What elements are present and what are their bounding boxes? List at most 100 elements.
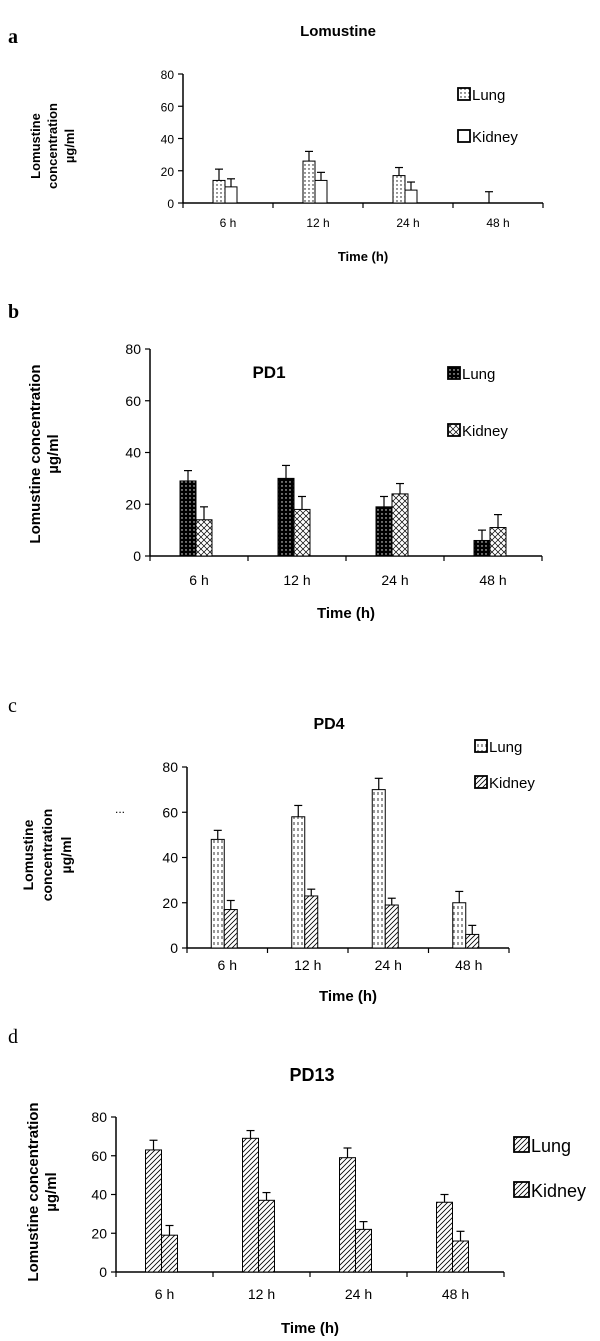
panel-b-plot: PD1 0 20 40 60 80 6 h 12 h 24 h 48 h Time (h) Lomus… — [27, 341, 543, 622]
bar-lung — [145, 1149, 162, 1273]
panel-a-plot: Lomustine 0 20 40 60 80 6 h 12 h 24 h 48 h Time (h… — [28, 23, 544, 264]
legend-swatch — [457, 87, 471, 101]
bar-lung — [302, 160, 316, 204]
legend-swatch — [513, 1181, 530, 1198]
bar-kidney — [384, 904, 399, 949]
x-tick-label: 6 h — [155, 1286, 174, 1302]
x-tick-label: 24 h — [375, 957, 402, 973]
y-tick-label: 20 — [161, 165, 175, 179]
x-axis-label: Time (h) — [338, 249, 388, 264]
legend-swatch — [474, 739, 488, 753]
bar-kidney — [293, 508, 311, 557]
y-tick-label: 40 — [161, 133, 175, 147]
bar-lung — [371, 789, 386, 949]
y-tick-label: 40 — [91, 1187, 107, 1203]
x-tick-label: 48 h — [442, 1286, 469, 1302]
y-tick-label: 80 — [91, 1109, 107, 1125]
y-axis-label: Lomustine concentration — [27, 364, 44, 543]
bar-lung — [291, 816, 306, 949]
bar-lung — [277, 477, 295, 557]
y-tick-label: 20 — [162, 895, 178, 911]
panel-d-plot: PD13 0 20 40 60 80 6 h 12 h 24 h 48 h Time (h) Lomu… — [25, 1065, 586, 1337]
y-axis-label: Lomustine concentration — [25, 1102, 42, 1281]
legend-swatch — [457, 129, 471, 143]
x-tick-label: 6 h — [220, 216, 237, 230]
legend-label: Kidney — [472, 129, 518, 146]
bar-kidney — [161, 1234, 178, 1273]
bar-lung — [339, 1157, 356, 1273]
bar-kidney — [452, 1240, 469, 1273]
y-axis-label: concentration — [39, 809, 55, 902]
y-tick-label: 80 — [125, 341, 141, 357]
bar-lung — [179, 480, 197, 557]
y-tick-label: 0 — [133, 548, 141, 564]
panel-letter: a — [8, 26, 18, 48]
x-tick-label: 48 h — [486, 216, 509, 230]
y-axis-label: µg/ml — [58, 837, 74, 874]
chart-title: Lomustine — [300, 23, 376, 40]
y-tick-label: 0 — [167, 197, 174, 211]
y-tick-label: 80 — [162, 759, 178, 775]
x-tick-label: 48 h — [455, 957, 482, 973]
legend-swatch — [513, 1136, 530, 1153]
y-tick-label: 60 — [161, 100, 175, 114]
y-tick-label: 20 — [125, 496, 141, 512]
x-tick-label: 48 h — [479, 572, 506, 588]
x-tick-label: 6 h — [189, 572, 208, 588]
x-tick-label: 24 h — [396, 216, 419, 230]
bar-kidney — [304, 895, 319, 949]
bar-kidney — [404, 189, 418, 204]
bar-lung — [452, 902, 467, 949]
x-tick-label: 24 h — [345, 1286, 372, 1302]
x-tick-label: 12 h — [248, 1286, 275, 1302]
bar-lung — [436, 1201, 453, 1273]
bar-kidney — [391, 493, 409, 557]
legend-label: Kidney — [462, 423, 508, 440]
bar-kidney — [224, 186, 238, 204]
x-tick-label: 6 h — [218, 957, 237, 973]
panel-b: b PD1 0 20 40 60 80 6 h 12 h 24 h 48 h Time (h) Lom… — [8, 301, 543, 622]
y-tick-label: 80 — [161, 68, 175, 82]
panel-d: d PD13 0 20 40 60 80 6 h 12 h 24 h 48 h Time (h) Lo… — [8, 1026, 586, 1337]
x-tick-label: 12 h — [294, 957, 321, 973]
legend-label: Kidney — [531, 1181, 586, 1201]
legend-swatch — [474, 775, 488, 789]
chart-title: PD13 — [289, 1065, 334, 1085]
legend-label: Lung — [462, 366, 495, 383]
bar-lung — [375, 506, 393, 557]
bar-kidney — [355, 1228, 372, 1273]
legend-label: Kidney — [489, 775, 535, 792]
bar-lung — [473, 539, 491, 557]
bar-kidney — [258, 1199, 275, 1273]
bar-kidney — [195, 519, 213, 557]
legend-swatch — [447, 366, 461, 380]
bar-lung — [392, 175, 406, 204]
x-tick-label: 12 h — [283, 572, 310, 588]
legend-swatch — [447, 423, 461, 437]
panel-a: a Lomustine 0 20 40 60 80 6 h 12 h 24 h 48 h Time … — [8, 23, 544, 264]
panel-letter: b — [8, 301, 19, 323]
y-tick-label: 20 — [91, 1225, 107, 1241]
y-tick-label: 40 — [162, 850, 178, 866]
x-tick-label: 12 h — [306, 216, 329, 230]
y-tick-label: 60 — [91, 1148, 107, 1164]
y-tick-label: 60 — [125, 393, 141, 409]
bar-lung — [210, 838, 225, 949]
x-axis-label: Time (h) — [281, 1320, 339, 1337]
bar-kidney — [465, 933, 480, 949]
y-tick-label: 40 — [125, 445, 141, 461]
legend-label: Lung — [472, 87, 505, 104]
chart-title: PD4 — [313, 716, 344, 733]
y-tick-label: 0 — [99, 1264, 107, 1280]
y-tick-label: 0 — [170, 940, 178, 956]
y-axis-label: Lomustine — [28, 113, 43, 179]
panel-letter: d — [8, 1026, 18, 1048]
y-axis-label: concentration — [45, 103, 60, 189]
legend-label: Lung — [531, 1136, 571, 1156]
bar-kidney — [489, 527, 507, 557]
x-axis-label: Time (h) — [317, 605, 375, 622]
y-axis-label: µg/ml — [45, 434, 62, 473]
bar-lung — [212, 179, 226, 204]
panel-c: c PD4 0 20 40 60 80 6 h 12 h 24 h 48 h Time (h) Lom… — [8, 695, 535, 1005]
